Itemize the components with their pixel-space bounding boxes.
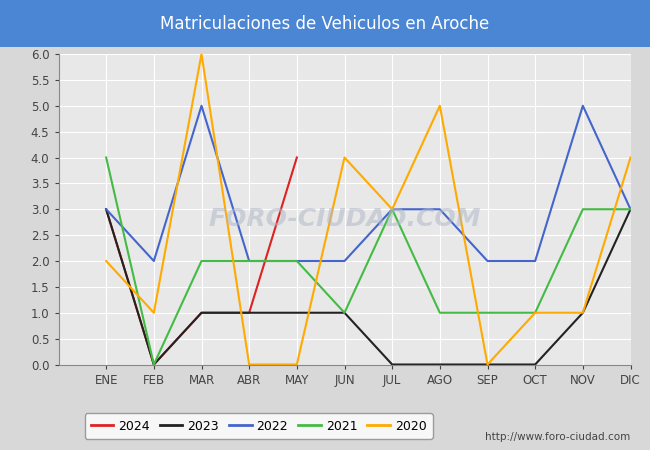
Text: http://www.foro-ciudad.com: http://www.foro-ciudad.com [486, 432, 630, 442]
Legend: 2024, 2023, 2022, 2021, 2020: 2024, 2023, 2022, 2021, 2020 [84, 414, 433, 439]
Text: Matriculaciones de Vehiculos en Aroche: Matriculaciones de Vehiculos en Aroche [161, 14, 489, 33]
Text: FORO-CIUDAD.COM: FORO-CIUDAD.COM [208, 207, 481, 230]
